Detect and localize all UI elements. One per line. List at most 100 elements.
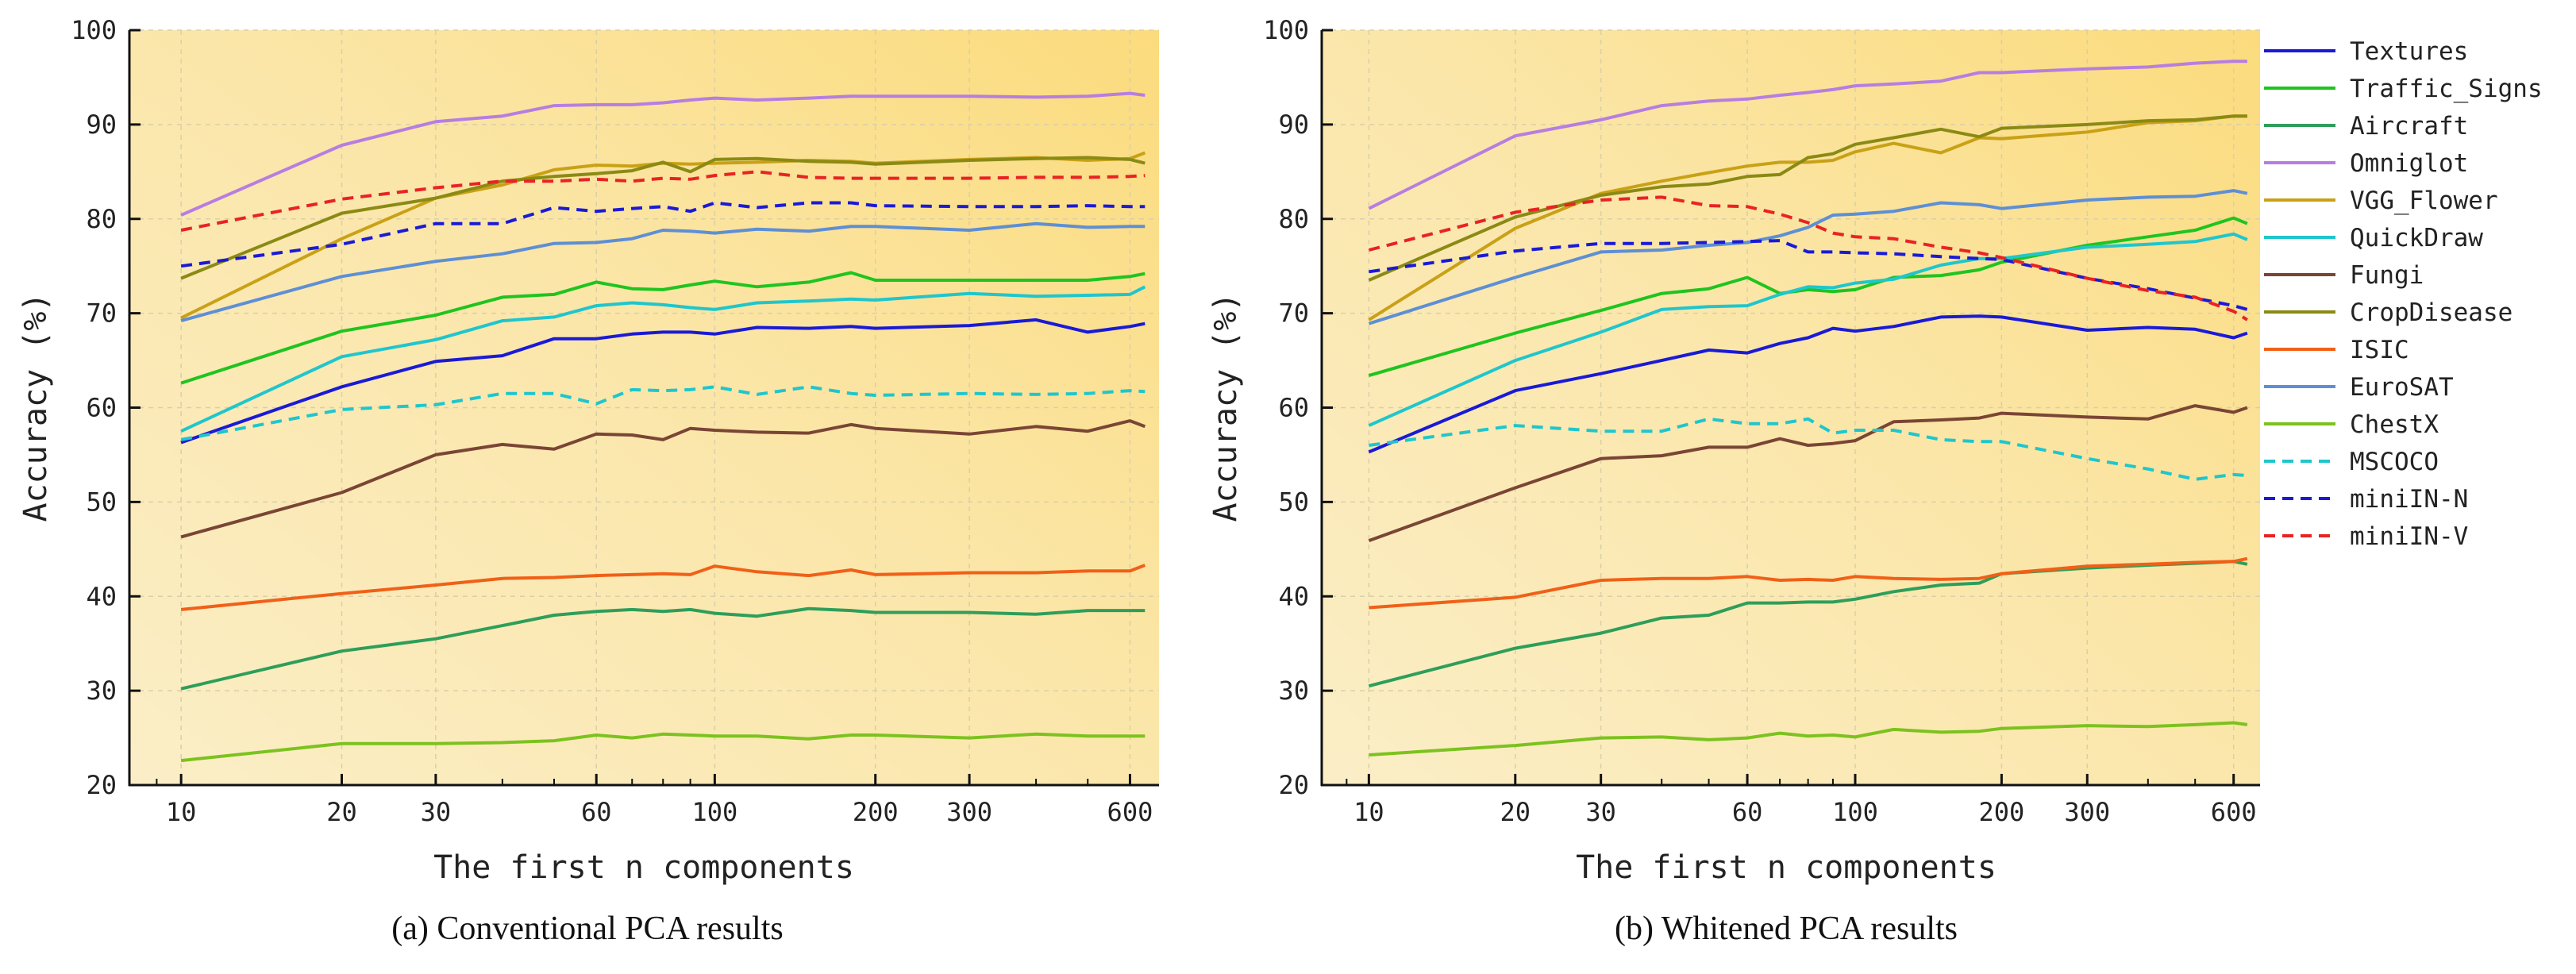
y-axis-label: Accuracy (%) [1207,293,1244,522]
y-tick-label: 70 [86,298,117,329]
y-tick-label: 50 [86,487,117,517]
series-line-textures [1368,314,2248,454]
x-tick-label: 10 [166,797,197,827]
series-line-traffic-signs [1368,216,2248,378]
legend-label: QuickDraw [2350,224,2483,252]
legend-item: ChestX [2264,410,2439,439]
legend-label: Traffic_Signs [2350,75,2543,103]
legend-item: miniIN-V [2264,522,2468,551]
series-line-vgg-flower [1368,114,2247,321]
axes [128,29,1159,787]
series-line-isic [180,564,1146,611]
series-line-quickdraw [1368,232,2248,427]
legend-item: EuroSAT [2264,373,2454,402]
x-tick-label: 100 [1832,797,1878,827]
x-tick-label: 30 [1585,797,1616,827]
legend-label: Aircraft [2350,112,2468,141]
tick-labels: 20 30 40 50 60 70 80 90 100 10 20 30 60 100 200 300 600 [1263,15,2256,827]
legend-label: EuroSAT [2350,373,2454,402]
legend-item: Traffic_Signs [2264,75,2543,103]
y-tick-label: 20 [1278,770,1309,800]
series-lines [180,91,1146,763]
series-line-miniin-n [1369,239,2248,311]
y-tick-label: 60 [1278,393,1309,423]
x-tick-label: 10 [1353,797,1384,827]
y-tick-label: 40 [86,581,117,611]
y-tick-label: 100 [71,15,117,45]
x-axis-label: The first n components [1576,849,1996,886]
series-line-miniin-v [180,170,1146,232]
legend-label: miniIN-N [2350,485,2468,514]
series-line-omniglot [1368,60,2247,210]
series-line-chestx [180,732,1146,763]
y-axis-label: Accuracy (%) [17,293,54,522]
x-axis-label: The first n components [433,849,854,886]
y-tick-label: 80 [1278,204,1309,234]
y-tick-label: 80 [86,204,117,234]
series-line-eurosat [1368,189,2248,325]
series-line-cropdisease [180,156,1146,280]
x-tick-label: 20 [326,797,357,827]
legend-item: Fungi [2264,261,2424,290]
series-line-fungi [1368,404,2248,542]
legend-label: Fungi [2350,261,2424,290]
y-tick-label: 100 [1263,15,1309,45]
x-tick-label: 60 [1732,797,1763,827]
x-tick-label: 600 [1107,797,1153,827]
tick-labels: 20 30 40 50 60 70 80 90 100 10 20 30 60 100 200 300 600 [71,15,1153,827]
series-line-quickdraw [180,285,1146,433]
x-tick-label: 600 [2211,797,2257,827]
chart-caption: (a) Conventional PCA results [391,910,783,947]
legend-label: MSCOCO [2350,448,2439,476]
x-tick-label: 300 [946,797,992,827]
legend-label: Omniglot [2350,149,2468,178]
legend-item: MSCOCO [2264,448,2439,476]
y-tick-label: 90 [86,110,117,140]
x-tick-label: 200 [853,797,899,827]
legend-label: ChestX [2350,410,2439,439]
legend-label: miniIN-V [2350,522,2468,551]
series-line-mscoco [180,385,1146,441]
x-tick-label: 60 [581,797,612,827]
series-line-eurosat [180,221,1146,323]
y-tick-label: 30 [1278,676,1309,706]
series-lines [1368,60,2248,756]
legend-label: Textures [2350,37,2468,66]
y-tick-label: 70 [1278,298,1309,329]
series-line-aircraft [180,606,1146,691]
y-tick-label: 60 [86,393,117,423]
series-line-mscoco [1369,417,2248,481]
x-tick-label: 30 [421,797,452,827]
series-line-chestx [1369,721,2248,756]
series-line-miniin-n [180,201,1146,268]
series-line-traffic-signs [180,271,1146,385]
series-line-textures [180,318,1146,445]
legend-item: VGG_Flower [2264,187,2498,215]
y-tick-label: 90 [1278,110,1309,140]
x-tick-label: 100 [691,797,737,827]
y-tick-label: 50 [1278,487,1309,517]
series-line-isic [1369,556,2248,610]
series-line-omniglot [180,91,1146,217]
y-tick-label: 30 [86,676,117,706]
y-tick-label: 20 [86,770,117,800]
legend-label: CropDisease [2350,298,2512,327]
x-tick-label: 20 [1500,797,1531,827]
legend-item: Omniglot [2264,149,2468,178]
legend-item: Aircraft [2264,112,2468,141]
legend-label: VGG_Flower [2350,187,2498,215]
legend-item: Textures [2264,37,2468,66]
legend-item: miniIN-N [2264,485,2468,514]
chart-caption: (b) Whitened PCA results [1615,910,1958,947]
series-line-cropdisease [1368,114,2247,282]
legend-item: ISIC [2264,336,2409,364]
x-tick-label: 200 [1979,797,2025,827]
legend: Textures Traffic_Signs Aircraft Omniglot VGG… [2264,37,2543,551]
x-tick-label: 300 [2064,797,2110,827]
legend-item: QuickDraw [2264,224,2483,252]
series-line-fungi [180,419,1146,539]
y-tick-label: 40 [1278,581,1309,611]
